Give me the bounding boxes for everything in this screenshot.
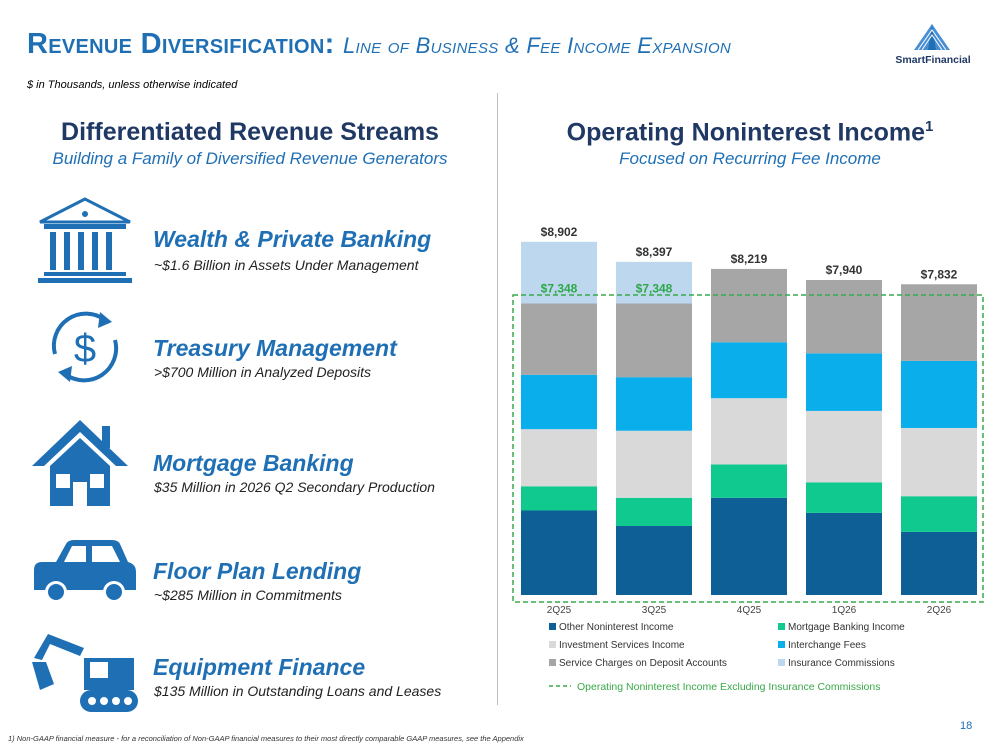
legend-swatch bbox=[778, 623, 785, 630]
legend-swatch bbox=[778, 659, 785, 666]
bar-segment bbox=[901, 531, 977, 595]
dollar-cycle-icon: $ bbox=[51, 311, 119, 383]
bar-segment bbox=[616, 497, 692, 526]
bar-segment bbox=[711, 398, 787, 465]
stream-mortgage-banking: Mortgage Banking $35 Million in 2026 Q2 … bbox=[30, 418, 490, 508]
bar-segment bbox=[521, 303, 597, 375]
bar-total-label: $8,902 bbox=[541, 225, 578, 239]
excavator-icon bbox=[32, 634, 138, 712]
stream-name: Mortgage Banking bbox=[153, 450, 354, 476]
bar-segment bbox=[616, 525, 692, 595]
right-column-header: Operating Noninterest Income1 Focused on… bbox=[505, 118, 995, 169]
bar-segment bbox=[616, 261, 692, 304]
bar-segment bbox=[616, 303, 692, 378]
column-divider bbox=[497, 93, 498, 705]
x-tick-label: 1Q26 bbox=[832, 605, 857, 616]
x-tick-label: 3Q25 bbox=[642, 605, 667, 616]
right-heading: Operating Noninterest Income1 bbox=[505, 118, 995, 147]
house-icon bbox=[32, 420, 128, 506]
stream-floor-plan-lending: Floor Plan Lending ~$285 Million in Comm… bbox=[30, 528, 490, 618]
stream-name: Wealth & Private Banking bbox=[153, 226, 432, 252]
stream-equipment-finance: Equipment Finance $135 Million in Outsta… bbox=[30, 628, 490, 718]
legend-swatch bbox=[549, 659, 556, 666]
smartfinancial-logo-icon bbox=[914, 24, 950, 51]
stream-desc: $135 Million in Outstanding Loans and Le… bbox=[154, 683, 442, 699]
legend-label: Service Charges on Deposit Accounts bbox=[559, 658, 727, 669]
title-main: Revenue Diversification: bbox=[27, 28, 335, 60]
right-heading-text: Operating Noninterest Income bbox=[566, 118, 926, 147]
stream-name: Treasury Management bbox=[153, 335, 397, 361]
svg-text:$: $ bbox=[74, 327, 96, 371]
title-sub: Line of Business & Fee Income Expansion bbox=[342, 33, 732, 58]
ex-insurance-label: $7,348 bbox=[541, 281, 578, 295]
left-heading: Differentiated Revenue Streams bbox=[61, 118, 439, 146]
bar-segment bbox=[521, 510, 597, 595]
legend-swatch bbox=[549, 641, 556, 648]
bar-segment bbox=[711, 342, 787, 399]
bar-segment bbox=[806, 279, 882, 354]
right-subheading: Focused on Recurring Fee Income bbox=[619, 149, 881, 169]
ex-insurance-outline bbox=[512, 294, 984, 603]
bar-segment bbox=[521, 486, 597, 511]
left-subheading: Building a Family of Diversified Revenue… bbox=[52, 149, 448, 168]
stream-treasury-management: $ Treasury Management >$700 Million in A… bbox=[30, 302, 490, 392]
bar-segment bbox=[521, 374, 597, 430]
bar-segment bbox=[711, 497, 787, 595]
x-tick-label: 2Q26 bbox=[927, 605, 952, 616]
legend-swatch bbox=[778, 641, 785, 648]
stream-name: Equipment Finance bbox=[153, 654, 366, 680]
stream-desc: ~$285 Million in Commitments bbox=[154, 587, 342, 603]
footnote: 1) Non-GAAP financial measure - for a re… bbox=[8, 734, 524, 743]
bar-segment bbox=[806, 482, 882, 513]
bar-segment bbox=[711, 464, 787, 498]
noninterest-income-chart: $8,902 $7,348 2Q25 $8,397 $7,348 3Q25 $8,219 4Q… bbox=[512, 225, 984, 693]
logo-text: SmartFinancial bbox=[895, 54, 971, 66]
bar-segment bbox=[806, 353, 882, 411]
page-number: 18 bbox=[960, 720, 973, 732]
bar-total-label: $8,397 bbox=[636, 245, 673, 259]
x-tick-label: 2Q25 bbox=[547, 605, 572, 616]
bar-segment bbox=[521, 241, 597, 304]
bar-total-label: $7,940 bbox=[826, 263, 863, 277]
legend-line-label: Operating Noninterest Income Excluding I… bbox=[577, 681, 880, 693]
legend-label: Mortgage Banking Income bbox=[788, 622, 905, 633]
bar-total-label: $7,832 bbox=[921, 267, 958, 281]
bar-segment bbox=[616, 377, 692, 431]
left-column-header: Differentiated Revenue Streams Building … bbox=[25, 118, 475, 169]
legend-label: Insurance Commissions bbox=[788, 658, 895, 669]
bar-segment bbox=[901, 427, 977, 497]
x-tick-label: 4Q25 bbox=[737, 605, 762, 616]
legend-swatch bbox=[549, 623, 556, 630]
legend-label: Other Noninterest Income bbox=[559, 622, 674, 633]
stream-desc: >$700 Million in Analyzed Deposits bbox=[154, 364, 371, 380]
bar-segment bbox=[806, 512, 882, 595]
page-title: Revenue Diversification: Line of Busines… bbox=[27, 28, 731, 61]
stream-desc: ~$1.6 Billion in Assets Under Management bbox=[154, 257, 419, 273]
bar-segment bbox=[901, 496, 977, 532]
legend-label: Interchange Fees bbox=[788, 640, 866, 651]
bar-segment bbox=[901, 360, 977, 428]
bank-building-icon bbox=[38, 197, 132, 283]
stream-wealth-private-banking: Wealth & Private Banking ~$1.6 Billion i… bbox=[30, 196, 490, 286]
ex-insurance-label: $7,348 bbox=[636, 281, 673, 295]
bar-segment bbox=[521, 429, 597, 487]
stream-name: Floor Plan Lending bbox=[153, 558, 362, 584]
heading-footnote-marker: 1 bbox=[925, 118, 934, 135]
bar-total-label: $8,219 bbox=[731, 252, 768, 266]
bar-segment bbox=[616, 430, 692, 498]
stream-desc: $35 Million in 2026 Q2 Secondary Product… bbox=[154, 479, 435, 495]
legend-label: Investment Services Income bbox=[559, 640, 685, 651]
units-note: $ in Thousands, unless otherwise indicat… bbox=[27, 79, 238, 91]
bar-segment bbox=[711, 268, 787, 343]
car-icon bbox=[34, 540, 136, 603]
bar-segment bbox=[901, 284, 977, 361]
bar-segment bbox=[806, 410, 882, 483]
